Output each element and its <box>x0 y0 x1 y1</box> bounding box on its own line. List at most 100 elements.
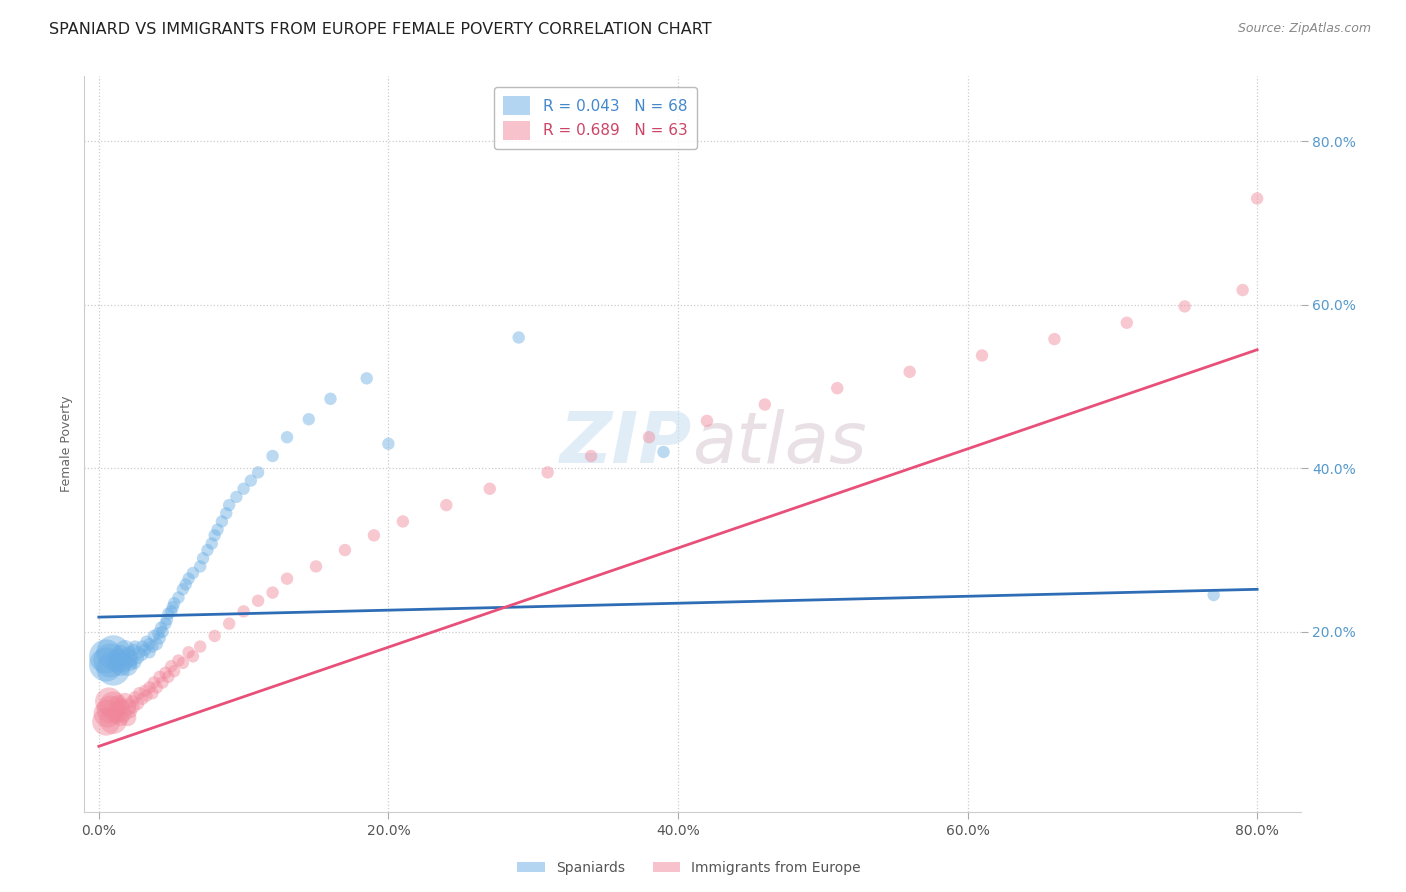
Point <box>100 702 122 716</box>
Point <box>163 596 186 610</box>
Point <box>218 616 240 631</box>
Point <box>232 482 254 496</box>
Point <box>105 656 128 670</box>
Point <box>508 330 530 344</box>
Point <box>134 683 156 698</box>
Point <box>121 653 143 667</box>
Point <box>103 645 125 659</box>
Point <box>157 607 180 621</box>
Point <box>434 498 457 512</box>
Point <box>120 705 142 719</box>
Point <box>100 653 122 667</box>
Point <box>120 649 142 664</box>
Point <box>141 640 163 654</box>
Point <box>247 594 270 608</box>
Point <box>177 572 200 586</box>
Point <box>135 689 157 703</box>
Point <box>363 528 385 542</box>
Point <box>160 604 183 618</box>
Point <box>162 600 184 615</box>
Point <box>150 621 173 635</box>
Point <box>638 430 661 444</box>
Point <box>167 653 190 667</box>
Point <box>262 585 284 599</box>
Point <box>167 591 190 605</box>
Point <box>110 711 132 725</box>
Point <box>131 640 153 654</box>
Point <box>127 651 149 665</box>
Point <box>333 543 356 558</box>
Point <box>204 528 226 542</box>
Point <box>155 616 177 631</box>
Point <box>174 577 197 591</box>
Point <box>356 371 378 385</box>
Point <box>247 466 270 480</box>
Point <box>696 414 718 428</box>
Point <box>1115 316 1137 330</box>
Point <box>298 412 321 426</box>
Point <box>118 645 141 659</box>
Point <box>94 649 117 664</box>
Y-axis label: Female Poverty: Female Poverty <box>60 395 73 492</box>
Point <box>276 572 298 586</box>
Point <box>970 348 993 362</box>
Point <box>117 651 139 665</box>
Point <box>211 515 233 529</box>
Point <box>124 656 146 670</box>
Point <box>96 706 118 721</box>
Point <box>122 700 145 714</box>
Point <box>825 381 848 395</box>
Point <box>149 632 172 646</box>
Point <box>276 430 298 444</box>
Point <box>138 681 160 695</box>
Point <box>117 659 139 673</box>
Point <box>319 392 342 406</box>
Point <box>262 449 284 463</box>
Point <box>239 474 262 488</box>
Point <box>112 655 135 669</box>
Point <box>215 506 238 520</box>
Point <box>754 397 776 411</box>
Point <box>898 365 921 379</box>
Point <box>157 670 180 684</box>
Point <box>181 649 204 664</box>
Point <box>172 582 194 597</box>
Point <box>201 536 224 550</box>
Point <box>172 656 194 670</box>
Point <box>1043 332 1066 346</box>
Point <box>107 651 129 665</box>
Point <box>145 637 167 651</box>
Text: atlas: atlas <box>693 409 868 478</box>
Point <box>1202 588 1225 602</box>
Point <box>152 624 174 639</box>
Point <box>117 700 139 714</box>
Point <box>160 659 183 673</box>
Point <box>148 626 170 640</box>
Point <box>103 662 125 676</box>
Point <box>105 708 128 723</box>
Point <box>188 640 211 654</box>
Point <box>232 604 254 618</box>
Point <box>103 713 125 727</box>
Point <box>94 657 117 672</box>
Point <box>537 466 560 480</box>
Point <box>478 482 501 496</box>
Point <box>155 665 177 680</box>
Point <box>156 613 179 627</box>
Point <box>114 642 136 657</box>
Point <box>225 490 247 504</box>
Point <box>188 559 211 574</box>
Point <box>207 523 229 537</box>
Point <box>121 694 143 708</box>
Point <box>149 670 172 684</box>
Point <box>181 566 204 580</box>
Point <box>652 445 675 459</box>
Point <box>127 697 149 711</box>
Point <box>1246 191 1268 205</box>
Point <box>103 698 125 713</box>
Point <box>131 692 153 706</box>
Point <box>114 694 136 708</box>
Point <box>128 645 150 659</box>
Point <box>579 449 602 463</box>
Point <box>305 559 328 574</box>
